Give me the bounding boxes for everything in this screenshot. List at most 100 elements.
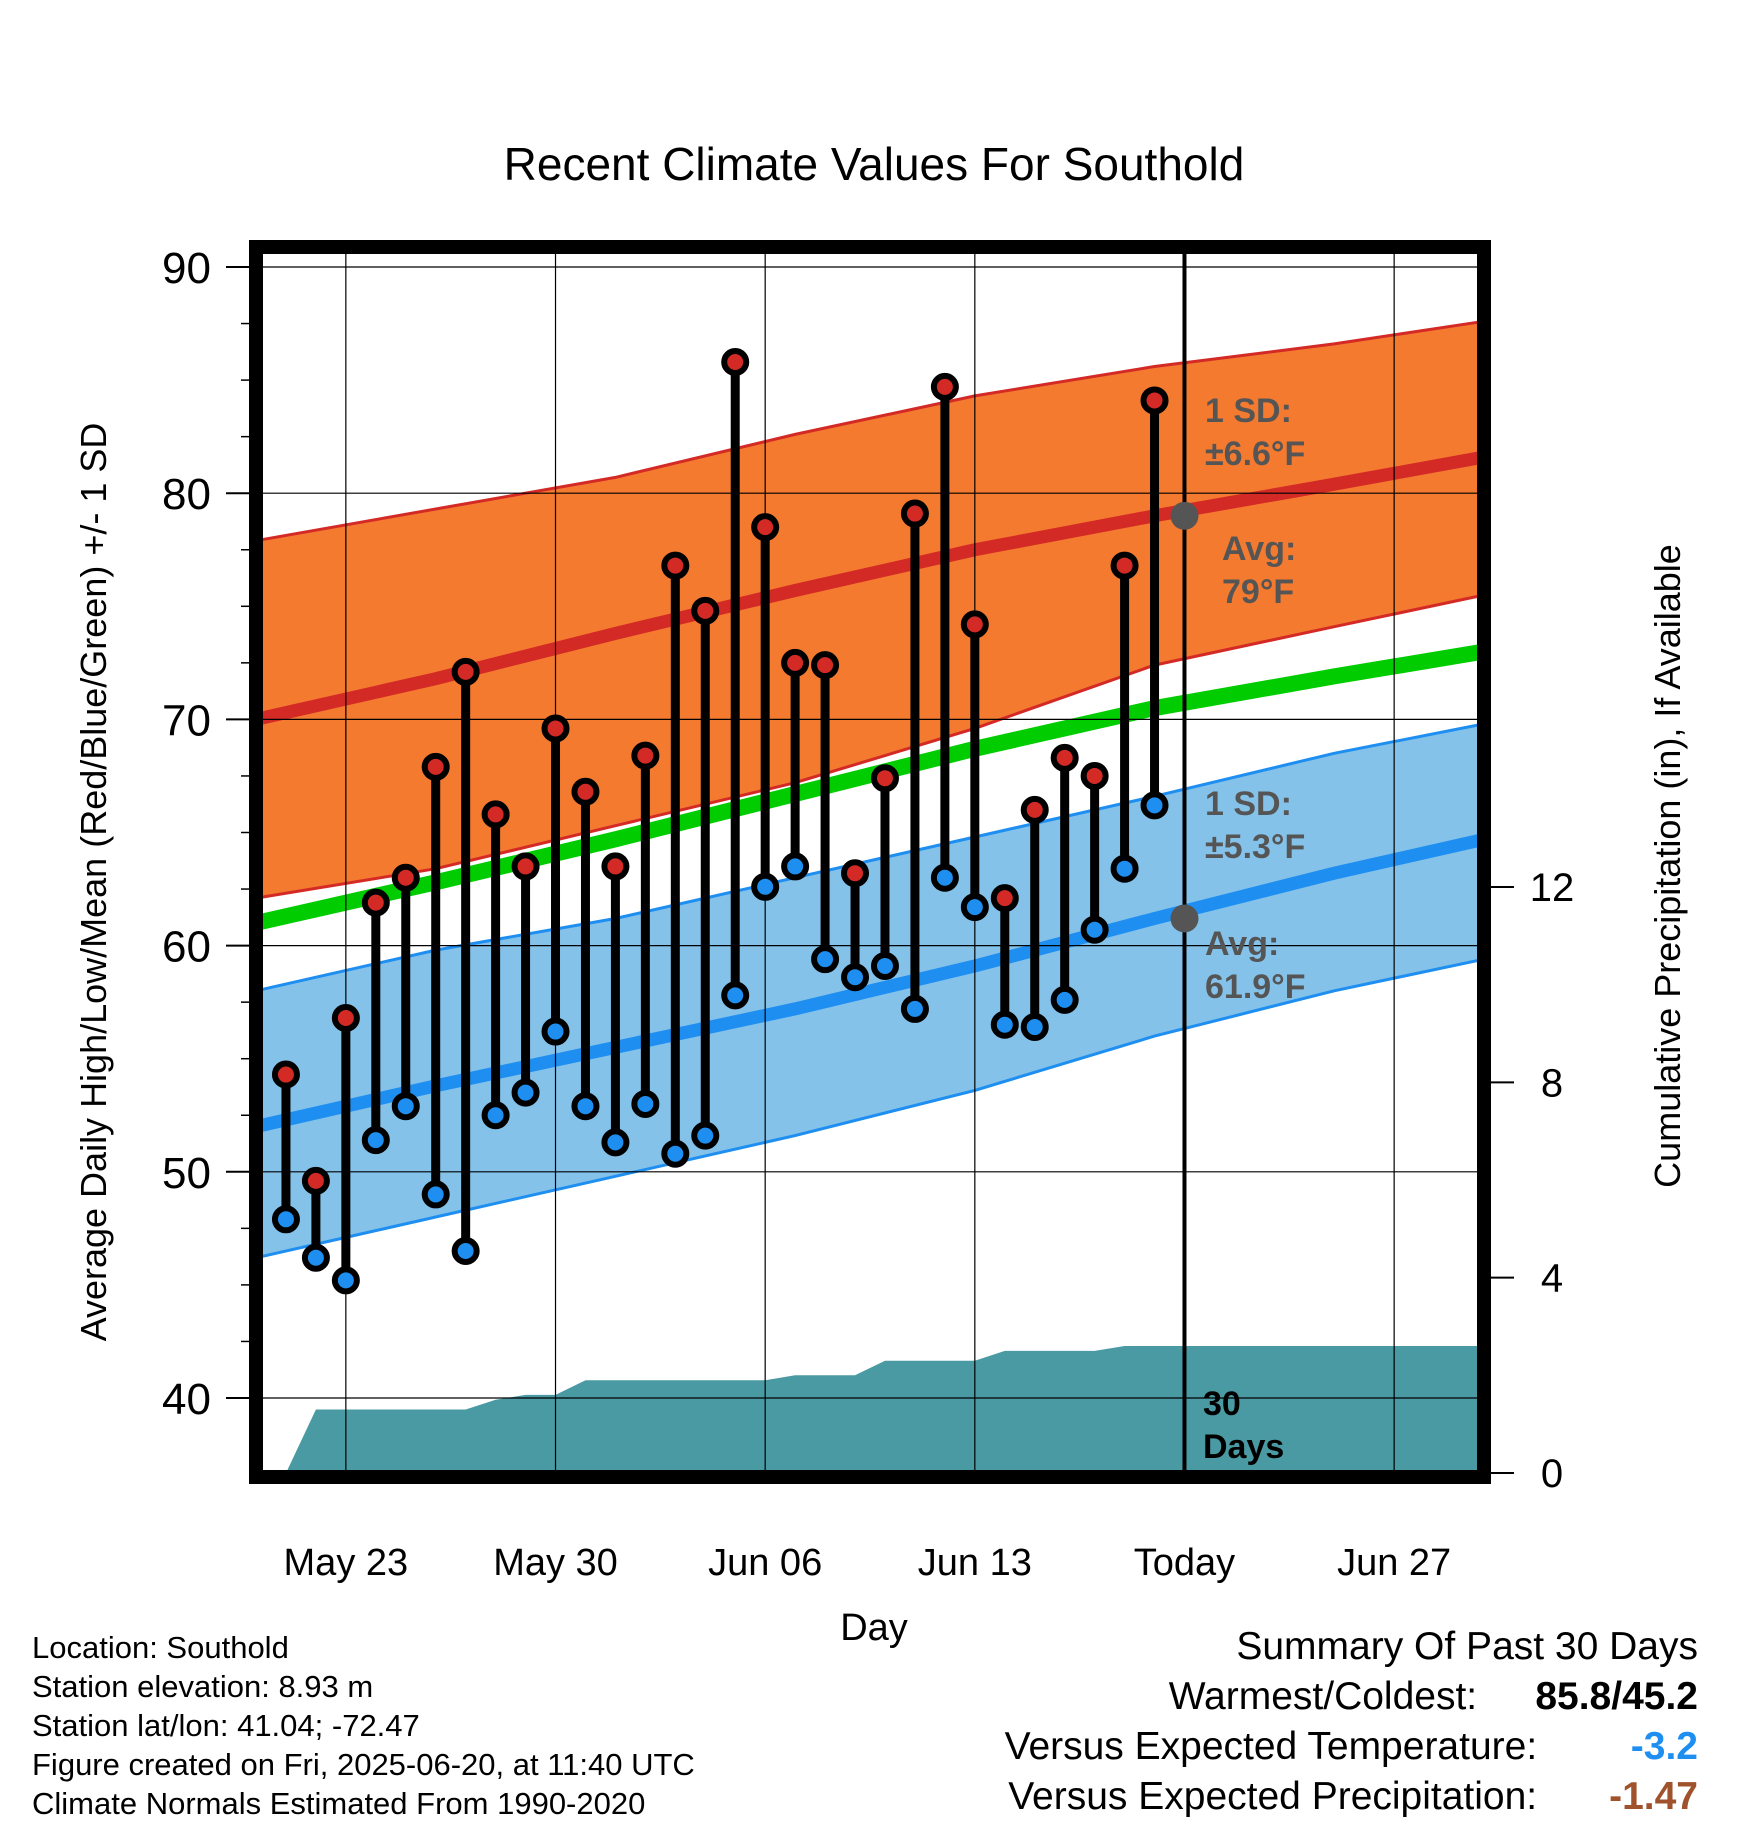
high-point bbox=[571, 777, 600, 806]
location-text: Location: Southold bbox=[32, 1630, 289, 1665]
low-point bbox=[271, 1205, 300, 1234]
high-point bbox=[331, 1003, 360, 1032]
annotations: 1 SD: ±6.6°F Avg: 79°F 1 SD: ±5.3°F Avg:… bbox=[1203, 392, 1306, 1466]
high-point bbox=[691, 596, 720, 625]
low-point bbox=[841, 963, 870, 992]
high-point bbox=[301, 1166, 330, 1195]
warm-cold-label: Warmest/Coldest: bbox=[1168, 1675, 1478, 1718]
y2-tick-label: 12 bbox=[1530, 866, 1575, 910]
station-info: Location: Southold Station elevation: 8.… bbox=[32, 1628, 695, 1823]
precip-anomaly-label: Versus Expected Precipitation: bbox=[1008, 1775, 1538, 1818]
normals-text: Climate Normals Estimated From 1990-2020 bbox=[32, 1786, 646, 1821]
chart-title: Recent Climate Values For Southold bbox=[504, 138, 1245, 190]
high-point bbox=[511, 852, 540, 881]
high-point bbox=[481, 800, 510, 829]
high-point bbox=[870, 764, 899, 793]
low-point bbox=[900, 994, 929, 1023]
temp-anomaly-value: -3.2 bbox=[1630, 1725, 1698, 1768]
high-point bbox=[1050, 743, 1079, 772]
x-tick-label: Jun 27 bbox=[1337, 1542, 1451, 1584]
y-tick-label: 40 bbox=[162, 1375, 211, 1424]
low-point bbox=[1080, 915, 1109, 944]
low-point bbox=[631, 1089, 660, 1118]
low-point bbox=[421, 1180, 450, 1209]
low-point bbox=[511, 1078, 540, 1107]
period-unit: Days bbox=[1203, 1428, 1284, 1466]
y2-tick-label: 0 bbox=[1541, 1452, 1563, 1496]
low-point bbox=[751, 872, 780, 901]
low-point bbox=[481, 1101, 510, 1130]
high-point bbox=[451, 657, 480, 686]
sd-low-title: 1 SD: bbox=[1205, 785, 1292, 823]
high-point bbox=[1110, 551, 1139, 580]
y-tick-label: 70 bbox=[162, 696, 211, 745]
y-tick-label: 50 bbox=[162, 1149, 211, 1198]
created-text: Figure created on Fri, 2025-06-20, at 11… bbox=[32, 1747, 695, 1782]
high-point bbox=[1080, 761, 1109, 790]
sd-high-value: ±6.6°F bbox=[1205, 435, 1305, 473]
today-line bbox=[1170, 247, 1199, 1477]
y-axis-label: Average Daily High/Low/Mean (Red/Blue/Gr… bbox=[73, 423, 114, 1342]
high-point bbox=[751, 513, 780, 542]
high-point bbox=[781, 648, 810, 677]
x-tick-label: May 30 bbox=[493, 1542, 618, 1584]
low-point bbox=[1050, 985, 1079, 1014]
high-point bbox=[1020, 795, 1049, 824]
period-count: 30 bbox=[1203, 1385, 1241, 1423]
avg-low-title: Avg: bbox=[1205, 925, 1279, 963]
high-point bbox=[421, 752, 450, 781]
low-point bbox=[1020, 1013, 1049, 1042]
low-point bbox=[361, 1126, 390, 1155]
avg-low-value: 61.9°F bbox=[1205, 968, 1306, 1006]
high-point bbox=[811, 651, 840, 680]
low-point bbox=[930, 863, 959, 892]
avg-high-value: 79°F bbox=[1222, 573, 1294, 611]
warm-cold-value: 85.8/45.2 bbox=[1535, 1675, 1698, 1718]
low-point bbox=[661, 1139, 690, 1168]
latlon-text: Station lat/lon: 41.04; -72.47 bbox=[32, 1708, 420, 1743]
observations bbox=[271, 348, 1169, 1295]
avg-high-title: Avg: bbox=[1222, 530, 1296, 568]
high-point bbox=[541, 714, 570, 743]
low-point bbox=[811, 945, 840, 974]
low-point bbox=[331, 1266, 360, 1295]
low-point bbox=[391, 1092, 420, 1121]
high-point bbox=[721, 348, 750, 377]
low-point bbox=[870, 951, 899, 980]
y-tick-label: 90 bbox=[162, 244, 211, 293]
precip-area bbox=[286, 1346, 1484, 1473]
low-point bbox=[721, 981, 750, 1010]
summary-precip: Versus Expected Precipitation: -1.47 bbox=[1005, 1772, 1698, 1822]
y2-tick-label: 4 bbox=[1541, 1257, 1563, 1301]
y-tick-label: 80 bbox=[162, 470, 211, 519]
high-point bbox=[661, 551, 690, 580]
y2-tick-label: 8 bbox=[1541, 1061, 1563, 1105]
x-axis-label: Day bbox=[840, 1607, 908, 1649]
high-point bbox=[930, 372, 959, 401]
low-point bbox=[691, 1121, 720, 1150]
low-point bbox=[1110, 854, 1139, 883]
x-tick-label: Jun 13 bbox=[918, 1542, 1032, 1584]
high-point bbox=[990, 884, 1019, 913]
today-avg-high-marker bbox=[1170, 501, 1199, 530]
summary-warm-cold: Warmest/Coldest: 85.8/45.2 bbox=[1005, 1672, 1698, 1722]
normal-high-upper-line bbox=[255, 319, 1485, 543]
x-tick-label: Jun 06 bbox=[708, 1542, 822, 1584]
low-point bbox=[571, 1092, 600, 1121]
high-point bbox=[601, 852, 630, 881]
high-point bbox=[1140, 386, 1169, 415]
low-point bbox=[960, 893, 989, 922]
low-point bbox=[541, 1017, 570, 1046]
high-point bbox=[271, 1060, 300, 1089]
low-point bbox=[1140, 791, 1169, 820]
axes: 40 50 60 70 80 90 0 4 8 12 May 23 May 30 Jun 06 Jun 1… bbox=[162, 240, 1575, 1584]
y-tick-label: 60 bbox=[162, 923, 211, 972]
normal-high-band bbox=[256, 321, 1484, 899]
low-point bbox=[601, 1128, 630, 1157]
low-point bbox=[781, 852, 810, 881]
high-point bbox=[841, 859, 870, 888]
low-point bbox=[301, 1243, 330, 1272]
precip-anomaly-value: -1.47 bbox=[1609, 1775, 1698, 1818]
high-point bbox=[361, 888, 390, 917]
